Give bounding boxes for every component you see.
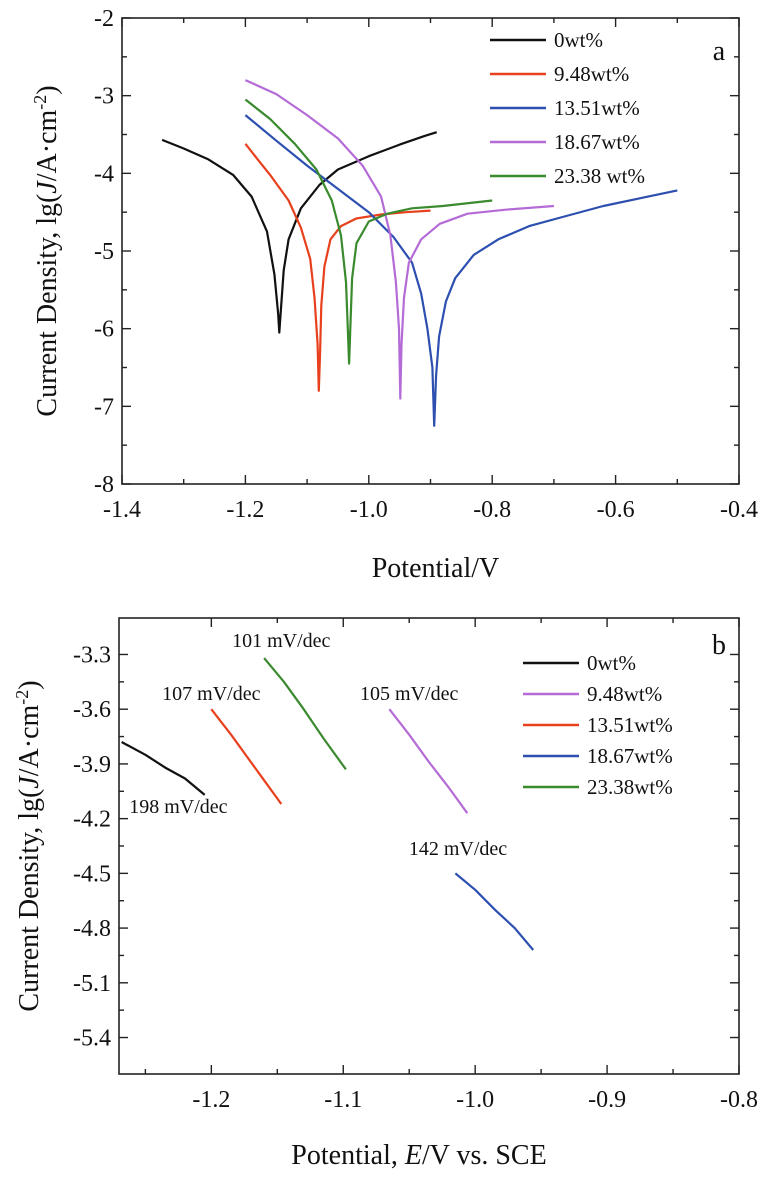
y-tick-label: -5.4 xyxy=(73,1026,111,1052)
y-tick-label: -8 xyxy=(94,472,114,498)
legend-label: 0wt% xyxy=(554,28,603,52)
y-tick-label: -5 xyxy=(94,239,114,265)
legend-label: 9.48wt% xyxy=(554,62,629,86)
series-line xyxy=(454,872,535,951)
x-tick-label: -0.4 xyxy=(720,497,758,523)
chart-panel-b: -1.2 -1.1 -1.0 -0.9 -0.8 -3.3 -3.6 -3.9 -4.2 -4.5… xyxy=(12,617,758,1171)
series-line xyxy=(161,131,438,334)
x-tick-label: -0.9 xyxy=(588,1087,626,1113)
x-tick-label: -1.0 xyxy=(350,497,388,523)
series-line xyxy=(388,708,469,814)
slope-annotation: 101 mV/dec xyxy=(232,630,330,652)
chart-panel-a: -1.4 -1.2 -1.0 -0.8 -0.6 -0.4 -2 -3 -4 -5 -6 -7 -8 Po… xyxy=(30,6,758,584)
legend-label: 23.38wt% xyxy=(587,775,673,799)
y-tick-label: -2 xyxy=(94,6,114,32)
series-line xyxy=(244,98,493,365)
y-tick-label: -4.5 xyxy=(73,861,111,887)
panel-label: b xyxy=(712,630,726,661)
legend-label: 13.51wt% xyxy=(587,713,673,737)
series-line xyxy=(244,114,678,427)
legend-label: 18.67wt% xyxy=(587,744,673,768)
y-tick-label: -3.3 xyxy=(73,642,111,668)
x-axis-label: Potential/V xyxy=(372,553,500,584)
x-tick-label: -1.0 xyxy=(456,1087,494,1113)
series-line xyxy=(244,79,554,400)
legend-label: 23.38 wt% xyxy=(554,164,645,188)
y-tick-label: -6 xyxy=(94,317,114,343)
series-line xyxy=(210,708,283,805)
y-tick-label: -3 xyxy=(94,84,114,110)
x-tick-label: -1.4 xyxy=(103,497,141,523)
slope-annotation: 142 mV/dec xyxy=(409,838,507,860)
y-tick-label: -3.9 xyxy=(73,752,111,778)
series-line xyxy=(244,143,431,392)
legend-label: 18.67wt% xyxy=(554,130,640,154)
x-tick-label: -0.6 xyxy=(597,497,635,523)
y-tick-label: -4.8 xyxy=(73,916,111,942)
legend-label: 13.51wt% xyxy=(554,96,640,120)
y-tick-label: -4 xyxy=(94,161,114,187)
y-tick-label: -3.6 xyxy=(73,697,111,723)
legend-label: 0wt% xyxy=(587,651,636,675)
series-line xyxy=(121,741,206,796)
legend: 0wt% 9.48wt% 13.51wt% 18.67wt% 23.38 wt% xyxy=(490,28,645,188)
y-axis-label: Current Density, lg(J/A·cm-2) xyxy=(30,85,63,416)
y-tick-label: -5.1 xyxy=(73,971,111,997)
y-axis-label: Current Density, lg(J/A·cm-2) xyxy=(12,680,45,1011)
x-tick-label: -1.2 xyxy=(192,1087,230,1113)
slope-annotation: 107 mV/dec xyxy=(162,683,260,705)
plot-frame xyxy=(121,17,740,485)
panel-label: a xyxy=(713,36,726,67)
x-tick-label: -0.8 xyxy=(473,497,511,523)
legend: 0wt% 9.48wt% 13.51wt% 18.67wt% 23.38wt% xyxy=(523,651,673,799)
slope-annotation: 198 mV/dec xyxy=(129,796,227,818)
y-tick-label: -4.2 xyxy=(73,807,111,833)
slope-annotation: 105 mV/dec xyxy=(360,683,458,705)
y-tick-label: -7 xyxy=(94,394,114,420)
series-line xyxy=(263,657,347,771)
x-tick-label: -0.8 xyxy=(720,1087,758,1113)
x-tick-label: -1.2 xyxy=(226,497,264,523)
legend-label: 9.48wt% xyxy=(587,682,662,706)
x-tick-label: -1.1 xyxy=(324,1087,362,1113)
x-axis-label: Potential, E/V vs. SCE xyxy=(291,1140,546,1171)
